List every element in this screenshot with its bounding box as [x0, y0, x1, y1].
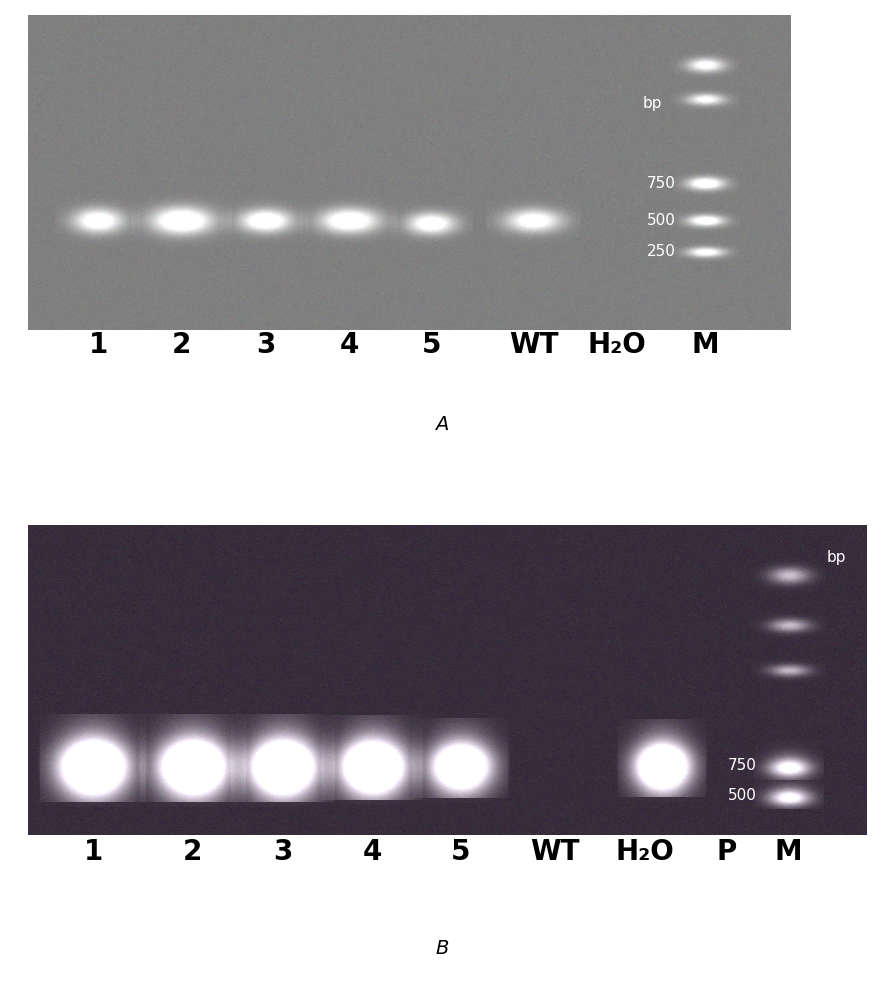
Text: 4: 4 — [362, 838, 382, 866]
Text: 3: 3 — [273, 838, 293, 866]
Text: M: M — [774, 838, 803, 866]
Text: WT: WT — [530, 838, 580, 866]
Text: 2: 2 — [183, 838, 202, 866]
Text: B: B — [435, 938, 449, 958]
Text: 750: 750 — [647, 176, 675, 190]
Text: 250: 250 — [647, 244, 675, 259]
Text: M: M — [692, 331, 720, 359]
Text: 4: 4 — [339, 331, 359, 359]
Text: 3: 3 — [255, 331, 275, 359]
Text: P: P — [717, 838, 736, 866]
Text: A: A — [435, 416, 449, 434]
Text: H₂O: H₂O — [588, 331, 646, 359]
Text: bp: bp — [827, 550, 846, 565]
Text: 1: 1 — [83, 838, 103, 866]
Text: 500: 500 — [647, 213, 675, 228]
Text: 500: 500 — [728, 788, 757, 802]
Text: 5: 5 — [451, 838, 470, 866]
Text: 750: 750 — [728, 758, 757, 772]
Text: WT: WT — [508, 331, 558, 359]
Text: 2: 2 — [172, 331, 192, 359]
Text: 1: 1 — [88, 331, 108, 359]
Text: 5: 5 — [422, 331, 441, 359]
Text: bp: bp — [643, 96, 662, 111]
Text: H₂O: H₂O — [615, 838, 674, 866]
